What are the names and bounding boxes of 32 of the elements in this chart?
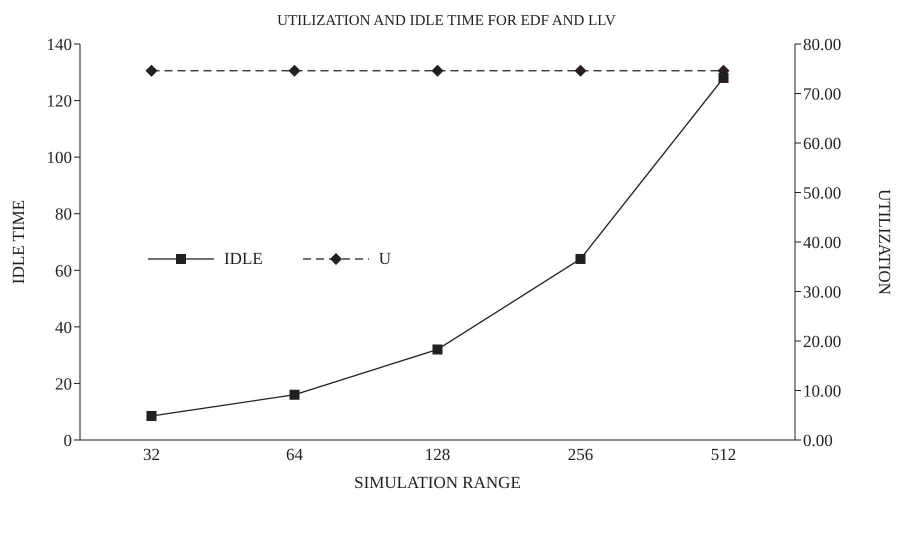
y-tick-label: 140 <box>46 35 72 54</box>
y2-tick-label: 50.00 <box>803 184 842 203</box>
y2-tick-label: 70.00 <box>803 84 842 104</box>
y-tick-label: 120 <box>46 92 72 111</box>
y2-tick-label: 20.00 <box>803 332 842 352</box>
point <box>290 390 300 400</box>
y2-tick-label: 30.00 <box>803 282 842 302</box>
x-tick-label: 64 <box>286 445 304 464</box>
point <box>432 344 442 354</box>
x-axis-title: SIMULATION RANGE <box>354 473 521 492</box>
point <box>576 254 586 264</box>
point <box>146 410 156 421</box>
x-tick-label: 128 <box>424 445 450 464</box>
legend-label: IDLE <box>224 249 263 269</box>
x-tick-label: 512 <box>710 445 736 464</box>
chart-title: UTILIZATION AND IDLE TIME FOR EDF AND LLV <box>276 12 617 31</box>
y2-tick-label: 10.00 <box>803 382 842 401</box>
y2-tick-label: 0.00 <box>803 431 833 450</box>
x-tick-label: 256 <box>568 445 594 464</box>
y2-tick-label: 60.00 <box>803 134 842 154</box>
y-tick-label: 40 <box>55 318 72 337</box>
y2-tick-label: 40.00 <box>803 233 842 252</box>
y-tick-label: 20 <box>55 374 72 394</box>
y-tick-label: 80 <box>55 204 72 224</box>
y-tick-label: 100 <box>46 148 72 168</box>
y-axis-title: IDLE TIME <box>9 200 28 284</box>
y2-tick-label: 80.00 <box>803 35 842 54</box>
y-tick-label: 60 <box>55 261 72 280</box>
x-tick-label: 32 <box>143 445 160 464</box>
y-tick-label: 0 <box>64 431 72 450</box>
y2-axis-title: UTILIZATION <box>874 189 894 295</box>
legend-label: U <box>378 249 391 269</box>
